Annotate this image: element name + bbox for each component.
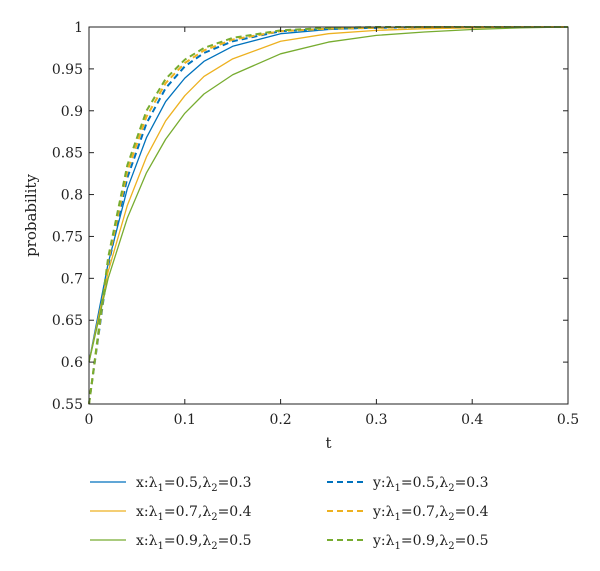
- y-tick-label: 0.85: [52, 146, 83, 162]
- y-tick-label: 0.9: [61, 104, 83, 120]
- legend-subscript: 1: [158, 512, 164, 523]
- legend-label: x:λ1=0.7,λ2=0.4: [136, 504, 252, 523]
- legend-item-5: x:λ1=0.9,λ2=0.5: [90, 533, 252, 552]
- legend-item-1: x:λ1=0.5,λ2=0.3: [90, 475, 252, 494]
- x-tick-label: 0.2: [269, 412, 291, 428]
- y-tick-label: 0.75: [52, 229, 83, 245]
- y-tick-label: 0.7: [61, 271, 83, 287]
- plot-frame: [88, 26, 569, 405]
- x-tick-label: 0: [85, 412, 94, 428]
- x-axis-label: t: [325, 434, 331, 452]
- legend-text: =0.9,λ: [401, 533, 448, 549]
- legend-subscript: 1: [395, 541, 401, 552]
- x-tick-label: 0.5: [557, 412, 579, 428]
- legend-text: x:λ: [136, 475, 158, 491]
- legend-label: y:λ1=0.9,λ2=0.5: [372, 533, 489, 552]
- legend-text: =0.4: [455, 504, 489, 520]
- legend-subscript: 1: [158, 541, 164, 552]
- legend-label: x:λ1=0.9,λ2=0.5: [136, 533, 252, 552]
- y-axis-label: probability: [22, 174, 40, 257]
- series-line-5: [88, 26, 569, 363]
- x-tick-label: 0.4: [461, 412, 483, 428]
- legend-subscript: 2: [211, 483, 217, 494]
- legend-text: =0.3: [455, 475, 489, 491]
- legend-text: y:λ: [372, 475, 395, 491]
- legend-label: x:λ1=0.5,λ2=0.3: [136, 475, 252, 494]
- x-tick-label: 0.1: [174, 412, 196, 428]
- y-tick-label: 1: [74, 20, 83, 36]
- legend-subscript: 2: [448, 541, 454, 552]
- legend-item-4: y:λ1=0.7,λ2=0.4: [327, 504, 489, 523]
- legend-text: =0.7,λ: [401, 504, 448, 520]
- legend-subscript: 1: [395, 483, 401, 494]
- plot-background: [89, 27, 568, 404]
- legend-text: x:λ: [136, 504, 158, 520]
- series-line-3: [88, 26, 568, 363]
- legend-item-3: x:λ1=0.7,λ2=0.4: [90, 504, 252, 523]
- y-tick-label: 0.95: [52, 62, 83, 78]
- legend-subscript: 1: [158, 483, 164, 494]
- legend-item-2: y:λ1=0.5,λ2=0.3: [327, 475, 489, 494]
- tick-layer: 0 0.1 0.2 0.3 0.4 0.5 0.55 0.6 0.65 0.7 0.75 0.8 0.8…: [52, 20, 579, 428]
- legend-text: =0.5,λ: [401, 475, 448, 491]
- legend-text: =0.3: [218, 475, 252, 491]
- legend-text: =0.5,λ: [164, 475, 211, 491]
- legend-item-6: y:λ1=0.9,λ2=0.5: [327, 533, 489, 552]
- y-tick-label: 0.6: [61, 355, 83, 371]
- legend-subscript: 2: [448, 512, 454, 523]
- series-line-4: [88, 26, 568, 405]
- legend: x:λ1=0.5,λ2=0.3 y:λ1=0.5,λ2=0.3x:λ1=0.7,λ…: [90, 475, 489, 552]
- legend-text: y:λ: [372, 504, 395, 520]
- legend-subscript: 2: [448, 483, 454, 494]
- y-tick-label: 0.55: [52, 397, 83, 413]
- legend-subscript: 1: [395, 512, 401, 523]
- x-tick-label: 0.3: [365, 412, 387, 428]
- legend-text: =0.4: [218, 504, 252, 520]
- legend-label: y:λ1=0.5,λ2=0.3: [372, 475, 489, 494]
- legend-subscript: 2: [211, 512, 217, 523]
- legend-text: x:λ: [136, 533, 158, 549]
- legend-text: =0.9,λ: [164, 533, 211, 549]
- legend-label: y:λ1=0.7,λ2=0.4: [372, 504, 489, 523]
- y-tick-label: 0.65: [52, 313, 83, 329]
- legend-text: =0.5: [455, 533, 489, 549]
- legend-text: y:λ: [372, 533, 395, 549]
- legend-text: =0.5: [218, 533, 252, 549]
- legend-text: =0.7,λ: [164, 504, 211, 520]
- y-tick-label: 0.8: [61, 188, 83, 204]
- legend-subscript: 2: [211, 541, 217, 552]
